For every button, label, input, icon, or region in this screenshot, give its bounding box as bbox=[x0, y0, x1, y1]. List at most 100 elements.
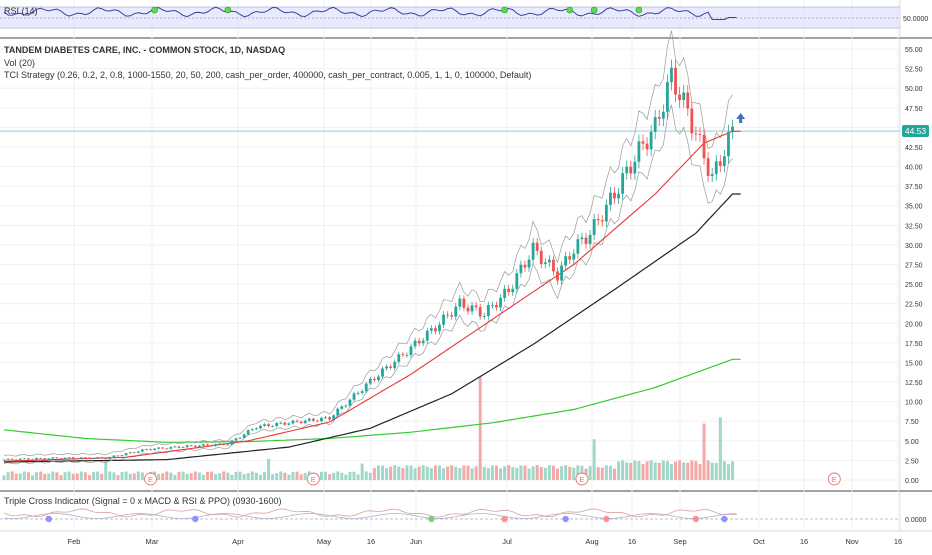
price-axis-label: 15.00 bbox=[905, 360, 923, 367]
volume-bar bbox=[332, 472, 336, 480]
candle-body bbox=[515, 273, 519, 289]
bottom-line-2 bbox=[3, 513, 737, 519]
volume-bar bbox=[43, 473, 47, 480]
volume-bar bbox=[206, 471, 209, 480]
volume-bar bbox=[59, 475, 63, 480]
candle-body bbox=[177, 446, 181, 448]
candle-body bbox=[641, 141, 645, 144]
bottom-level-label: 0.0000 bbox=[905, 517, 927, 524]
candle-body bbox=[507, 288, 511, 293]
candle-body bbox=[332, 415, 336, 420]
candle-body bbox=[275, 423, 279, 427]
candle-body bbox=[157, 447, 161, 449]
volume-bar bbox=[283, 472, 287, 480]
candle-body bbox=[128, 452, 132, 454]
candle-body bbox=[242, 434, 246, 438]
volume-bar bbox=[67, 471, 71, 480]
candle-body bbox=[596, 219, 600, 221]
triple-cross-pane: 0.0000 bbox=[0, 508, 927, 524]
candle-body bbox=[14, 459, 18, 461]
candle-body bbox=[210, 445, 213, 447]
candle-body bbox=[511, 288, 515, 293]
time-axis-label: 16 bbox=[367, 537, 375, 546]
candle-body bbox=[63, 457, 67, 459]
candle-body bbox=[75, 458, 79, 460]
candle-body bbox=[625, 166, 629, 174]
price-axis-label: 35.00 bbox=[905, 204, 923, 211]
volume-bar bbox=[633, 460, 637, 480]
volume-bar bbox=[242, 474, 246, 480]
candle-body bbox=[674, 67, 677, 95]
volume-bar bbox=[10, 471, 14, 480]
volume-bar bbox=[6, 472, 10, 480]
volume-bar bbox=[169, 472, 173, 480]
volume-bar bbox=[645, 461, 649, 480]
candle-body bbox=[686, 92, 690, 109]
candle-body bbox=[454, 306, 458, 317]
volume-bar bbox=[608, 465, 612, 480]
candle-body bbox=[100, 457, 104, 459]
volume-bar bbox=[51, 471, 55, 480]
volume-bar bbox=[30, 475, 34, 480]
candle-body bbox=[604, 204, 608, 222]
price-axis-label: 0.00 bbox=[905, 478, 919, 485]
volume-bar bbox=[613, 468, 616, 480]
rsi-signal-dot bbox=[590, 6, 598, 14]
price-axis-label: 10.00 bbox=[905, 400, 923, 407]
volume-bar bbox=[104, 461, 108, 480]
candle-body bbox=[234, 438, 238, 441]
volume-bar bbox=[429, 468, 433, 480]
candle-body bbox=[580, 237, 584, 240]
volume-bar bbox=[511, 466, 515, 480]
candle-body bbox=[283, 422, 287, 425]
volume-bar bbox=[397, 466, 401, 480]
volume-bar bbox=[324, 471, 328, 480]
candle-body bbox=[413, 340, 417, 347]
candle-body bbox=[409, 346, 413, 355]
bottom-signal-dot bbox=[692, 515, 700, 523]
candle-body bbox=[458, 298, 462, 307]
candle-body bbox=[161, 447, 165, 449]
volume-bar bbox=[352, 471, 356, 480]
volume-bar bbox=[161, 473, 165, 480]
volume-bar bbox=[694, 461, 698, 480]
last-price-tag: 44.53 bbox=[902, 125, 929, 137]
rsi-signal-dot bbox=[635, 6, 643, 14]
vol-label: Vol (20) bbox=[4, 58, 36, 68]
volume-bar bbox=[173, 474, 177, 480]
volume-bar bbox=[26, 472, 30, 480]
volume-bar bbox=[568, 466, 572, 480]
candle-body bbox=[328, 417, 331, 420]
volume-bar bbox=[621, 460, 625, 480]
candle-body bbox=[320, 417, 323, 422]
candle-body bbox=[31, 459, 34, 461]
volume-bar bbox=[556, 468, 560, 480]
candle-body bbox=[670, 67, 673, 83]
volume-bar bbox=[303, 473, 307, 480]
rsi-signal-dot bbox=[501, 6, 508, 14]
candle-body bbox=[295, 420, 299, 422]
candle-body bbox=[185, 445, 189, 448]
candle-body bbox=[340, 406, 344, 409]
candle-body bbox=[393, 361, 397, 368]
candle-body bbox=[560, 265, 563, 281]
volume-bar bbox=[515, 467, 519, 480]
candle-body bbox=[527, 259, 531, 268]
candle-body bbox=[299, 421, 303, 424]
volume-bar bbox=[649, 460, 653, 480]
volume-bar bbox=[262, 471, 266, 480]
volume-bar bbox=[55, 472, 59, 480]
candle-body bbox=[486, 305, 490, 317]
volume-bar bbox=[364, 471, 368, 480]
candle-body bbox=[291, 420, 295, 424]
candle-body bbox=[59, 458, 63, 460]
ma20-line bbox=[3, 130, 741, 462]
volume-bar bbox=[678, 460, 682, 480]
candle-body bbox=[706, 158, 710, 176]
volume-bar bbox=[250, 471, 254, 480]
volume-bar bbox=[267, 458, 271, 480]
candle-body bbox=[315, 420, 319, 422]
candle-body bbox=[377, 376, 380, 381]
